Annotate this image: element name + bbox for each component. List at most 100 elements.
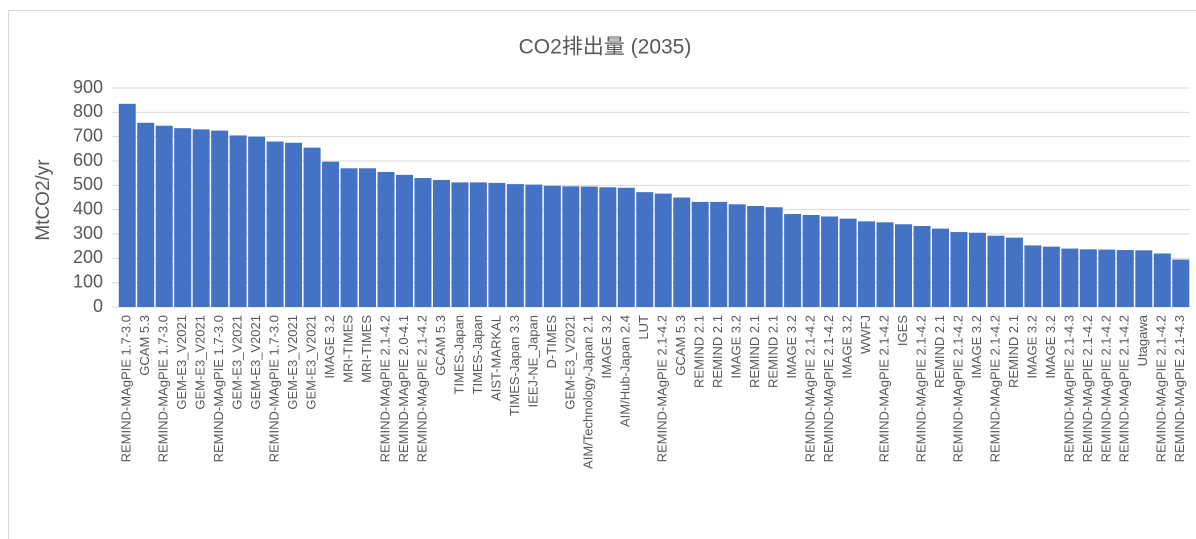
- x-tick-label: REMIND 2.1: [766, 315, 781, 388]
- bar: [1024, 245, 1042, 307]
- bar: [895, 224, 913, 307]
- x-tick-label: MRI-TIMES: [340, 315, 355, 383]
- bar: [118, 103, 136, 307]
- bar: [525, 184, 543, 307]
- bar: [322, 161, 340, 307]
- bar: [580, 186, 598, 307]
- x-tick-label: REMIND-MAgPIE 1.7-3.0: [156, 315, 171, 462]
- bar: [1079, 249, 1097, 307]
- bar: [451, 182, 469, 307]
- bar: [155, 125, 173, 307]
- x-tick-label: GCAM 5.3: [673, 315, 688, 376]
- y-tick-label: 200: [73, 247, 103, 267]
- y-tick-label: 600: [73, 150, 103, 170]
- x-tick-label: IMAGE 3.2: [1043, 315, 1058, 379]
- bar: [432, 179, 450, 307]
- bar: [1172, 259, 1190, 307]
- bar: [174, 128, 192, 307]
- x-tick-label: GEM-E3_V2021: [193, 315, 208, 410]
- bar: [506, 184, 524, 307]
- x-tick-label: REMIND-MAgPIE 2.1-4.2: [913, 315, 928, 462]
- x-tick-label: TIMES-Japan: [470, 315, 485, 394]
- bar: [968, 232, 986, 307]
- bar: [192, 129, 210, 307]
- x-tick-label: REMIND-MAgPIE 2.1-4.2: [987, 315, 1002, 462]
- x-tick-label: IMAGE 3.2: [729, 315, 744, 379]
- x-tick-label: TIMES-Japan: [451, 315, 466, 394]
- x-tick-label: GEM-E3_V2021: [285, 315, 300, 410]
- y-tick-label: 800: [73, 101, 103, 121]
- bar: [710, 201, 728, 307]
- bar: [377, 171, 395, 307]
- x-tick-label: REMIND 2.1: [710, 315, 725, 388]
- bar: [285, 142, 303, 307]
- y-tick-label: 400: [73, 198, 103, 218]
- bar: [469, 182, 487, 307]
- x-tick-label: REMIND-MAgPIE 1.7-3.0: [119, 315, 134, 462]
- x-tick-label: REMIND 2.1: [932, 315, 947, 388]
- y-tick-label: 0: [93, 296, 103, 316]
- x-tick-label: GEM-E3_V2021: [304, 315, 319, 410]
- x-tick-label: GCAM 5.3: [137, 315, 152, 376]
- bar: [765, 207, 783, 307]
- x-tick-label: REMIND-MAgPIE 1.7-3.0: [211, 315, 226, 462]
- x-tick-label: REMIND-MAgPIE 2.1-4.2: [1154, 315, 1169, 462]
- x-tick-label: REMIND-MAgPIE 2.1-4.3: [1172, 315, 1187, 462]
- x-tick-label: REMIND-MAgPIE 2.1-4.3: [1061, 315, 1076, 462]
- x-tick-label: REMIND 2.1: [1006, 315, 1021, 388]
- bar: [562, 186, 580, 307]
- bar: [913, 225, 931, 307]
- bar: [802, 215, 820, 307]
- y-tick-label: 500: [73, 174, 103, 194]
- x-tick-label: REMIND-MAgPIE 2.1-4.2: [1080, 315, 1095, 462]
- x-tick-label: REMIND 2.1: [692, 315, 707, 388]
- bar: [599, 187, 617, 307]
- x-tick-label: IMAGE 3.2: [322, 315, 337, 379]
- x-tick-label: REMIND-MAgPIE 2.1-4.2: [655, 315, 670, 462]
- y-tick-label: 300: [73, 223, 103, 243]
- bar: [543, 185, 561, 307]
- x-tick-label: IMAGE 3.2: [599, 315, 614, 379]
- x-tick-label: REMIND-MAgPIE 2.1-4.2: [414, 315, 429, 462]
- x-tick-label: IMAGE 3.2: [969, 315, 984, 379]
- x-tick-label: LUT: [636, 315, 651, 340]
- x-tick-label: REMIND-MAgPIE 2.1-4.2: [1098, 315, 1113, 462]
- bar: [747, 206, 765, 307]
- bar: [1098, 249, 1116, 307]
- x-tick-label: REMIND 2.1: [747, 315, 762, 388]
- x-tick-label: GEM-E3_V2021: [248, 315, 263, 410]
- bar: [1061, 248, 1079, 307]
- x-tick-label: REMIND-MAgPIE 2.1-4.2: [803, 315, 818, 462]
- bar: [303, 147, 321, 307]
- bar: [654, 193, 672, 307]
- x-tick-label: D-TIMES: [544, 315, 559, 369]
- bar: [1042, 246, 1060, 307]
- bar: [931, 228, 949, 307]
- x-tick-label: IGES: [895, 315, 910, 346]
- bar: [414, 178, 432, 307]
- bar: [858, 221, 876, 307]
- chart-border: [8, 10, 1196, 539]
- x-tick-label: REMIND-MAgPIE 1.7-3.0: [267, 315, 282, 462]
- x-tick-label: REMIND-MAgPIE 2.1-4.2: [1117, 315, 1132, 462]
- y-tick-label: 100: [73, 271, 103, 291]
- bar: [987, 235, 1005, 307]
- y-tick-label: 900: [73, 77, 103, 97]
- bar: [691, 201, 709, 307]
- bar: [617, 187, 635, 307]
- x-tick-label: AIM/Technology-Japan 2.1: [581, 315, 596, 469]
- x-tick-label: GEM-E3_V2021: [174, 315, 189, 410]
- bar: [229, 135, 247, 307]
- bar: [211, 130, 229, 307]
- bar: [839, 218, 857, 307]
- x-tick-label: GEM-E3_V2021: [230, 315, 245, 410]
- bar: [340, 168, 358, 307]
- x-tick-label: REMIND-MAgPIE 2.1-4.2: [821, 315, 836, 462]
- x-tick-label: IEEJ-NE_Japan: [525, 315, 540, 408]
- bar: [1005, 237, 1023, 307]
- bar: [821, 216, 839, 307]
- x-tick-label: AIM/Hub-Japan 2.4: [618, 315, 633, 427]
- bar: [248, 136, 266, 307]
